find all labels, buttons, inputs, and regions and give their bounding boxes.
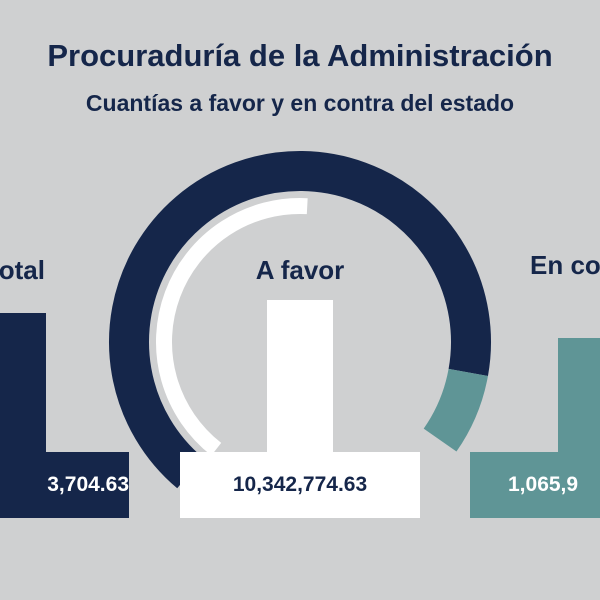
chart-subtitle: Cuantías a favor y en contra del estado — [85, 90, 515, 116]
stem-total — [0, 313, 46, 453]
gauge-segment-en-contra — [423, 368, 488, 452]
chart-title: Procuraduría de la Administración — [47, 38, 553, 73]
label-a-favor: A favor — [255, 255, 345, 285]
value-box-a-favor: 10,342,774.63 — [180, 452, 420, 518]
stem-a-favor — [267, 300, 333, 452]
value-total: 3,704.63 — [47, 473, 129, 496]
label-total: otal — [0, 255, 45, 285]
value-en-contra: 1,065,9 — [508, 473, 579, 496]
label-en-contra: En co — [530, 250, 600, 280]
gauge-inner-arc-a-favor — [156, 198, 308, 456]
value-box-total: 3,704.63 — [0, 452, 129, 518]
stem-en-contra — [558, 338, 600, 452]
value-a-favor: 10,342,774.63 — [232, 473, 368, 496]
value-box-en-contra: 1,065,9 — [470, 452, 600, 518]
gauge-segment-a-favor — [109, 151, 491, 489]
